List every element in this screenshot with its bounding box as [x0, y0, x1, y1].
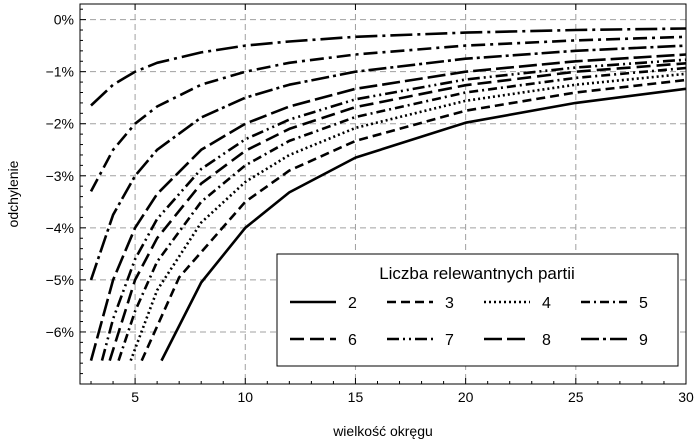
legend-label-7: 7	[445, 332, 454, 349]
legend-label-3: 3	[445, 295, 454, 312]
axis-ticks: 5 10 15 20 25 300%−1%−2%−3%−4%−5%−6%	[46, 4, 694, 405]
legend-items: 2 3 4 5 6 7 8 9	[290, 295, 648, 349]
series-line-5	[117, 66, 686, 362]
x-tick-label: 25	[568, 389, 584, 405]
y-axis-label: odchylenie	[5, 160, 21, 227]
series-line-7	[100, 58, 686, 361]
legend-box	[276, 253, 679, 367]
legend-title: Liczba relewantnych partii	[379, 264, 575, 283]
legend-label-9: 9	[639, 332, 648, 349]
x-tick-label: 20	[458, 389, 474, 405]
series-line-4	[129, 72, 686, 362]
plot-frame	[79, 3, 687, 385]
x-tick-label: 5	[131, 389, 139, 405]
y-tick-label: −4%	[46, 220, 74, 236]
y-tick-label: −3%	[46, 168, 74, 184]
legend-label-5: 5	[639, 295, 648, 312]
series-line-extra-9	[90, 27, 686, 107]
series-line-9	[89, 44, 686, 281]
y-tick-label: −6%	[46, 324, 74, 340]
legend-label-8: 8	[542, 332, 551, 349]
series-group	[89, 27, 686, 362]
y-tick-label: −1%	[46, 64, 74, 80]
series-line-extra-8	[89, 35, 686, 193]
y-tick-label: 0%	[54, 12, 74, 28]
y-tick-label: −2%	[46, 116, 74, 132]
x-tick-label: 10	[237, 389, 253, 405]
y-tick-label: −5%	[46, 272, 74, 288]
series-line-6	[108, 62, 686, 361]
legend-label-2: 2	[348, 295, 357, 312]
legend-label-4: 4	[542, 295, 551, 312]
x-tick-label: 15	[348, 389, 364, 405]
series-line-2	[160, 87, 686, 362]
x-axis-label: wielkość okręgu	[332, 423, 433, 439]
legend-label-6: 6	[348, 332, 357, 349]
legend: Liczba relewantnych partii 2 3 4 5 6 7 8 9	[276, 253, 679, 367]
series-line-3	[140, 78, 686, 362]
x-tick-label: 30	[678, 389, 694, 405]
series-line-8	[89, 53, 686, 361]
